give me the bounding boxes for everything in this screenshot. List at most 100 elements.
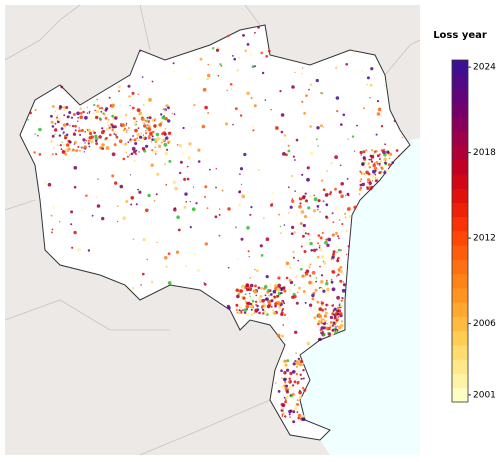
loss-patch <box>164 127 167 130</box>
loss-patch <box>309 83 313 86</box>
loss-patch <box>51 205 56 209</box>
loss-patch <box>292 292 296 296</box>
loss-patch <box>270 306 273 308</box>
loss-patch <box>260 51 264 55</box>
loss-patch <box>334 206 339 211</box>
loss-patch <box>87 249 91 252</box>
loss-patch <box>346 178 349 180</box>
loss-patch <box>139 135 143 139</box>
loss-patch <box>291 85 295 89</box>
loss-patch <box>359 180 362 183</box>
loss-patch <box>339 305 342 308</box>
loss-patch <box>156 172 160 176</box>
loss-patch <box>130 196 134 200</box>
loss-patch <box>284 381 287 384</box>
loss-patch <box>291 199 295 203</box>
loss-patch <box>62 158 65 160</box>
loss-patch <box>295 352 297 354</box>
loss-patch <box>83 145 87 149</box>
loss-patch <box>324 240 328 245</box>
loss-patch <box>105 146 110 150</box>
loss-patch <box>303 388 307 392</box>
loss-patch <box>267 299 271 304</box>
loss-patch <box>312 209 317 213</box>
loss-patch <box>287 149 291 153</box>
loss-patch <box>332 221 335 224</box>
loss-patch <box>80 146 83 149</box>
loss-patch <box>273 298 276 301</box>
loss-patch <box>254 308 258 313</box>
colorbar-title: Loss year <box>433 30 487 41</box>
loss-patch <box>330 162 333 165</box>
loss-patch <box>267 289 271 293</box>
loss-patch <box>288 278 292 282</box>
loss-patch <box>363 107 365 110</box>
loss-patch <box>115 116 118 118</box>
loss-patch <box>257 169 260 171</box>
loss-patch <box>100 106 104 110</box>
loss-patch <box>283 396 286 399</box>
loss-patch <box>155 193 158 196</box>
loss-patch <box>85 194 88 197</box>
loss-patch <box>305 94 308 97</box>
loss-patch <box>69 125 71 127</box>
loss-patch <box>346 230 348 232</box>
loss-patch <box>65 122 69 126</box>
loss-patch <box>215 48 220 52</box>
ocean <box>300 138 420 455</box>
loss-patch <box>295 138 299 142</box>
loss-patch <box>150 163 154 167</box>
loss-patch <box>271 296 275 300</box>
loss-patch <box>329 306 331 309</box>
loss-patch <box>67 147 71 151</box>
loss-patch <box>278 277 280 280</box>
colorbar-step <box>452 359 468 374</box>
loss-patch <box>320 179 324 182</box>
loss-patch <box>318 247 323 252</box>
loss-patch <box>359 186 363 190</box>
loss-patch <box>283 364 286 367</box>
loss-patch <box>246 91 250 96</box>
loss-patch <box>366 178 371 182</box>
loss-patch <box>88 117 93 121</box>
loss-patch <box>275 126 279 130</box>
loss-patch <box>254 268 256 271</box>
loss-patch <box>50 120 54 124</box>
loss-patch <box>63 108 66 111</box>
loss-patch <box>82 110 85 114</box>
loss-patch <box>305 199 308 203</box>
loss-patch <box>274 304 277 308</box>
loss-patch <box>328 324 332 327</box>
loss-patch <box>321 287 324 289</box>
loss-patch <box>243 311 247 314</box>
loss-patch <box>249 52 253 57</box>
loss-patch <box>251 303 254 305</box>
loss-patch <box>283 302 286 305</box>
loss-patch <box>318 337 322 341</box>
loss-patch <box>235 303 239 307</box>
loss-patch <box>124 142 128 146</box>
loss-patch <box>371 174 376 179</box>
loss-patch <box>51 105 55 108</box>
loss-patch <box>152 150 156 154</box>
loss-patch <box>244 300 247 302</box>
colorbar-step <box>452 316 468 332</box>
loss-patch <box>299 373 302 376</box>
loss-patch <box>78 129 81 133</box>
loss-patch <box>331 270 335 274</box>
loss-patch <box>81 208 84 211</box>
loss-patch <box>278 305 282 309</box>
loss-patch <box>57 115 59 117</box>
loss-patch <box>43 180 47 184</box>
loss-patch <box>322 320 325 323</box>
loss-patch <box>74 124 77 128</box>
loss-patch <box>56 117 58 120</box>
loss-patch <box>297 413 302 418</box>
loss-patch <box>82 146 85 149</box>
loss-patch <box>163 132 167 136</box>
loss-patch <box>94 109 96 112</box>
loss-patch <box>295 361 300 366</box>
loss-patch <box>155 137 159 142</box>
loss-patch <box>61 122 63 124</box>
loss-patch <box>175 250 180 254</box>
